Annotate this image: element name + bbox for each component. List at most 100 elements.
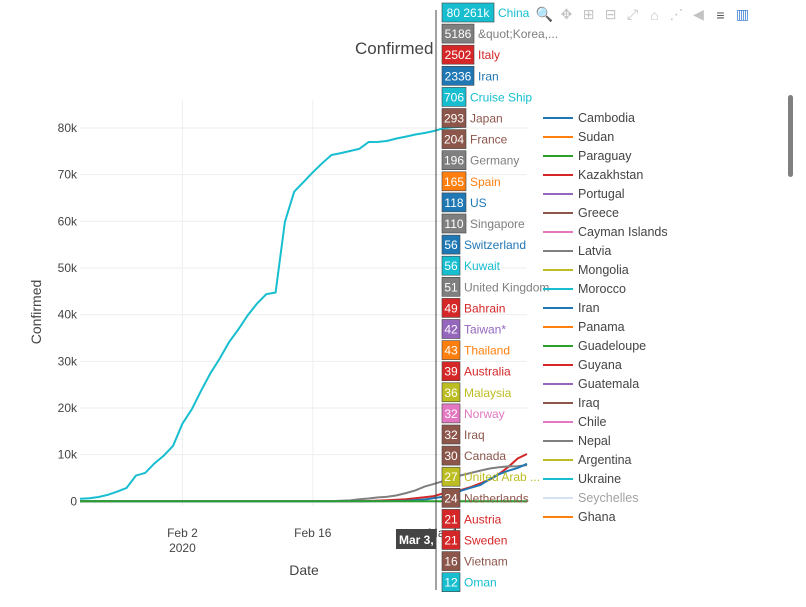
hover-label-box [441, 192, 467, 213]
hover-label-value: 36 [444, 386, 458, 400]
legend-item[interactable]: Iraq [543, 396, 600, 410]
legend-item[interactable]: Iran [543, 301, 600, 315]
legend-label: Iraq [578, 396, 600, 410]
pan-icon[interactable]: ✥ [560, 6, 573, 22]
legend-item[interactable]: Sudan [543, 130, 614, 144]
zoom-in-icon[interactable]: ⊞ [582, 6, 595, 22]
hover-label-box [441, 87, 467, 107]
hover-label-country: Sweden [464, 534, 507, 548]
modebar: 🔍 ✥ ⊞ ⊟ ⤢ ⌂ ⋰ ◀ ≡ ▥ [536, 6, 751, 23]
hover-closest-icon[interactable]: ◀ [693, 6, 704, 22]
hover-label-box [441, 66, 475, 86]
hover-label-value: 30 [444, 449, 458, 463]
hover-label: 2336 Iran [441, 66, 499, 86]
legend-item[interactable]: Chile [543, 415, 607, 429]
hover-label-box [441, 129, 467, 149]
legend-label: Nepal [578, 434, 611, 448]
legend-item[interactable]: Mongolia [543, 263, 629, 277]
hover-label: 204 France [441, 129, 508, 149]
hover-date-label: Mar 3, [396, 529, 436, 549]
legend-item[interactable]: Ukraine [543, 472, 621, 486]
hover-label-value: 165 [444, 175, 464, 189]
legend-item[interactable]: Greece [543, 206, 619, 220]
hover-label-value: 49 [444, 301, 458, 315]
y-tick-label: 10k [58, 448, 78, 462]
autoscale-icon[interactable]: ⤢ [626, 6, 639, 22]
hover-label: 2502 Italy [441, 44, 500, 65]
legend-label: Paraguay [578, 149, 632, 163]
y-tick-label: 20k [58, 401, 78, 415]
legend-label: Ukraine [578, 472, 621, 486]
hover-label-value: 2502 [445, 48, 472, 62]
hover-label: 32 Iraq [441, 424, 485, 445]
hover-label-value: 16 [444, 555, 458, 569]
hover-label: 165 Spain [441, 171, 501, 192]
hover-date-text: Mar 3, [399, 533, 434, 547]
x-tick-label: Feb 2 [167, 526, 198, 540]
hover-label: 39 Australia [441, 361, 511, 382]
hover-label-value: 43 [444, 344, 458, 358]
hover-label-country: France [470, 133, 508, 147]
legend-label: Cayman Islands [578, 225, 668, 239]
hover-label-value: 196 [444, 154, 464, 168]
hover-label-country: Switzerland [464, 238, 526, 252]
hover-label-box [441, 551, 461, 571]
series-line-china[interactable] [79, 125, 462, 500]
zoom-out-icon[interactable]: ⊟ [604, 6, 617, 22]
hover-label-box [441, 572, 461, 593]
legend-label: Seychelles [578, 491, 638, 505]
hover-label-box [441, 466, 461, 487]
hover-label: 80 261k China [441, 2, 530, 23]
hover-label-box [441, 2, 495, 23]
legend-item[interactable]: Argentina [543, 453, 632, 467]
hover-label: 49 Bahrain [441, 298, 505, 318]
hover-label-value: 27 [444, 470, 458, 484]
y-tick-label: 40k [58, 308, 78, 322]
legend-label: Guadeloupe [578, 339, 646, 353]
hover-label: 5186 &quot;Korea,... [441, 23, 558, 44]
hover-label: 32 Norway [441, 403, 505, 424]
spike-lines-icon[interactable]: ⋰ [669, 6, 684, 22]
hover-label-value: 2336 [445, 69, 472, 83]
legend-item[interactable]: Nepal [543, 434, 611, 448]
hover-label-country: Malaysia [464, 386, 512, 400]
legend-item[interactable]: Morocco [543, 282, 626, 296]
home-icon[interactable]: ⌂ [650, 6, 659, 23]
hover-label-value: 12 [444, 576, 458, 590]
hover-label: 21 Sweden [441, 530, 507, 550]
hover-label-country: Taiwan* [464, 323, 506, 337]
legend-item[interactable]: Guatemala [543, 377, 639, 391]
legend-label: Portugal [578, 187, 625, 201]
legend-item[interactable]: Latvia [543, 244, 611, 258]
legend-item[interactable]: Paraguay [543, 149, 632, 163]
legend[interactable]: Cambodia Sudan Paraguay Kazakhstan Portugal G… [543, 111, 668, 524]
hover-label: 56 Switzerland [441, 234, 526, 255]
legend-item[interactable]: Ghana [543, 510, 616, 524]
hover-compare-icon[interactable]: ≡ [716, 6, 725, 23]
legend-label: Iran [578, 301, 600, 315]
legend-item[interactable]: Guyana [543, 358, 622, 372]
legend-item[interactable]: Seychelles [543, 491, 638, 505]
zoom-icon[interactable]: 🔍 [535, 6, 554, 22]
hover-label-country: Norway [464, 407, 505, 421]
plotly-logo-icon[interactable]: ▥ [735, 6, 750, 22]
legend-item[interactable]: Portugal [543, 187, 625, 201]
x-tick-sublabel: 2020 [169, 541, 196, 555]
legend-item[interactable]: Kazakhstan [543, 168, 643, 182]
hover-label-box [441, 403, 461, 424]
hover-label-country: Canada [464, 449, 506, 463]
legend-item[interactable]: Panama [543, 320, 625, 334]
hover-label-value: 293 [444, 112, 464, 126]
hover-label-value: 56 [444, 259, 458, 273]
hover-label: 110 Singapore [441, 213, 525, 234]
legend-item[interactable]: Guadeloupe [543, 339, 646, 353]
hover-label-box [441, 361, 461, 382]
hover-label-country: Iraq [464, 428, 485, 442]
hover-label-box [441, 424, 461, 445]
legend-item[interactable]: Cayman Islands [543, 225, 668, 239]
series-line-korea[interactable] [79, 464, 528, 503]
legend-item[interactable]: Cambodia [543, 111, 635, 125]
y-tick-label: 50k [58, 261, 78, 275]
legend-scrollbar[interactable] [788, 95, 793, 177]
